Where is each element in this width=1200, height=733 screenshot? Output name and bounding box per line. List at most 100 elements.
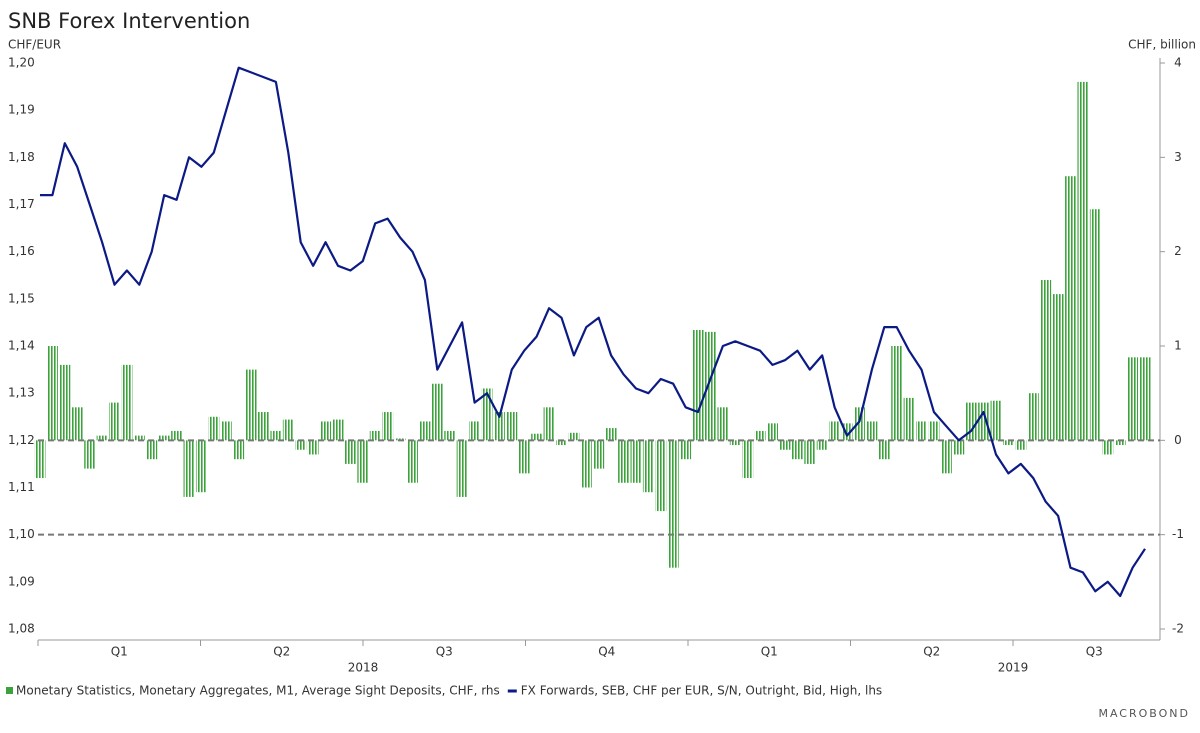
bar [878,440,890,460]
bar [481,388,493,441]
bar [841,423,853,441]
x-tick-label: Q3 [436,645,453,659]
bar [990,400,1002,441]
bar [369,430,381,441]
bar [71,407,83,441]
bar [953,440,965,455]
bar [121,364,133,441]
x-tick-label: Q4 [598,645,615,659]
y2-tick-label: -1 [1172,527,1184,541]
bar [245,369,257,441]
bar [208,416,220,441]
y2-tick-label: 0 [1174,433,1182,447]
bar [59,364,71,441]
bar [1139,357,1151,441]
y2-tick-label: 4 [1174,56,1182,70]
bar [258,412,269,441]
line [40,66,1146,598]
bar [133,435,145,441]
bar [704,331,716,441]
bar [916,421,927,441]
y-tick-label: 1,14 [8,339,35,353]
bar [183,440,195,497]
y-tick-label: 1,20 [8,56,35,70]
x-tick-label: Q2 [273,645,290,659]
bar [1002,440,1014,446]
bar [444,430,456,441]
y-tick-label: 1,18 [8,150,35,164]
source-logo: MACROBOND [1098,707,1190,720]
x-year-label: 2019 [998,661,1029,675]
bar [1065,176,1076,441]
y-tick-label: 1,12 [8,433,35,447]
bar [46,346,58,441]
bar [233,440,245,460]
bar [1127,357,1139,441]
bar [580,440,592,488]
bar [779,440,791,450]
x-tick-label: Q3 [1086,645,1103,659]
y-tick-label: 1,19 [8,103,35,117]
y-tick-label: 1,13 [8,386,35,400]
bar [692,329,704,441]
bar [34,440,46,479]
y-tick-label: 1,09 [8,574,35,588]
legend-label: Monetary Statistics, Monetary Aggregates… [16,684,500,698]
bar [829,421,841,441]
bar [1102,440,1114,455]
y2-tick-label: 3 [1174,150,1182,164]
bar [965,402,977,441]
bar [320,421,332,441]
bar [555,440,567,446]
bar [754,430,766,441]
bar [344,440,356,464]
x-tick-label: Q2 [923,645,940,659]
bar [1089,209,1101,441]
bar [307,440,319,455]
bar [96,435,108,441]
bar [1027,393,1039,441]
bar [642,440,654,493]
bar [791,440,803,460]
bar [568,432,580,441]
bar [357,440,369,483]
y-tick-label: 1,08 [8,622,35,636]
y-axis-label: CHF/EUR [8,38,61,52]
bar [282,419,294,441]
bar [270,430,282,441]
bar [1052,294,1064,441]
bar [431,383,443,441]
bar [220,421,232,441]
y2-tick-label: 2 [1174,244,1182,258]
bar [84,440,96,469]
bar [742,440,754,479]
legend-label: FX Forwards, SEB, CHF per EUR, S/N, Outr… [521,684,882,698]
bar [767,423,778,441]
bar [804,440,816,464]
bar [816,440,828,450]
bar [680,440,692,460]
bar [605,428,617,441]
bar [171,430,183,441]
bar [1040,279,1052,441]
bar [295,440,307,450]
y2-tick-label: 1 [1174,339,1182,353]
bar [1077,81,1089,441]
bar [978,402,990,441]
bar [891,346,903,441]
bar [903,397,915,441]
legend-swatch [6,687,13,694]
bar [928,421,940,441]
x-tick-label: Q1 [111,645,128,659]
bar [655,440,667,512]
bar [853,407,865,441]
bar [382,412,394,441]
bar [158,435,170,441]
bar [593,440,605,469]
bar [493,412,505,441]
y-tick-label: 1,17 [8,197,35,211]
bar [419,421,431,441]
bar [146,440,158,460]
